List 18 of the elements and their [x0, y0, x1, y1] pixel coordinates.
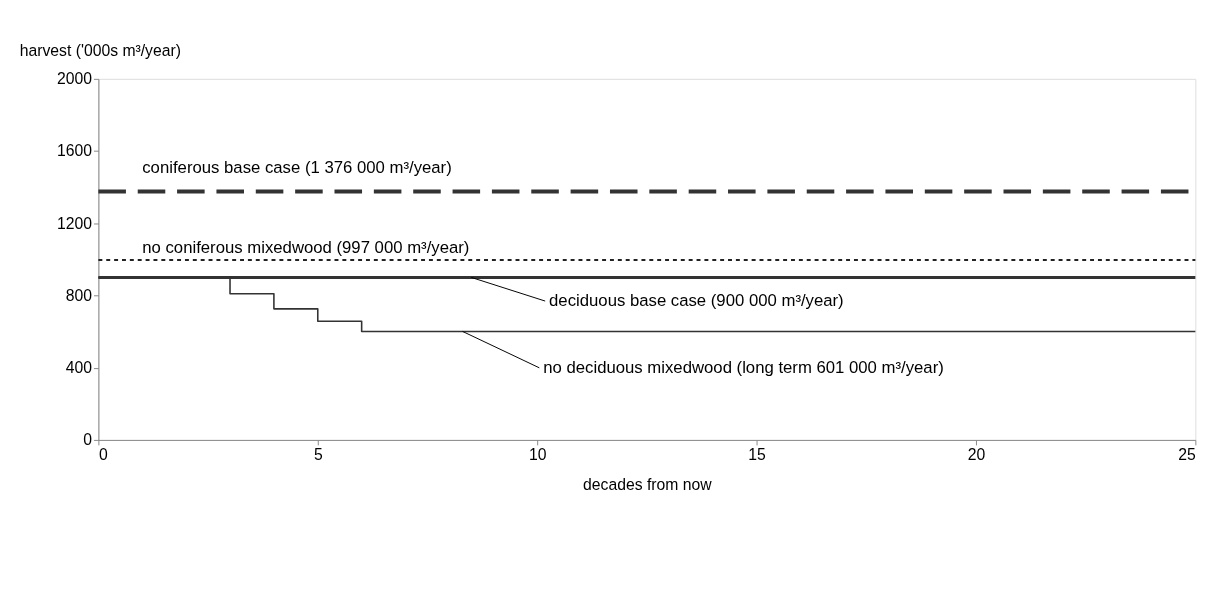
x-tick-label: 5 — [313, 446, 323, 464]
annotation: coniferous base case (1 376 000 m³/year) — [142, 157, 452, 177]
annotation: deciduous base case (900 000 m³/year) — [549, 290, 844, 310]
annotation: no coniferous mixedwood (997 000 m³/year) — [142, 238, 470, 258]
annotation: no deciduous mixedwood (long term 601 000 m³/year) — [543, 357, 944, 377]
x-tick-label: 10 — [528, 446, 547, 464]
y-axis-title: harvest ('000s m³/year) — [19, 42, 181, 60]
y-tick-label: 0 — [83, 431, 93, 449]
x-axis-title: decades from now — [583, 475, 713, 493]
y-tick-label: 2000 — [56, 70, 93, 88]
x-tick-label: 25 — [1178, 446, 1197, 464]
y-tick-label: 400 — [65, 359, 93, 377]
y-tick-label: 1600 — [56, 142, 93, 160]
y-tick-label: 1200 — [56, 214, 93, 232]
x-tick-label: 20 — [967, 446, 986, 464]
x-tick-label: 15 — [748, 446, 767, 464]
y-tick-label: 800 — [65, 286, 93, 304]
x-tick-label: 0 — [98, 446, 108, 464]
